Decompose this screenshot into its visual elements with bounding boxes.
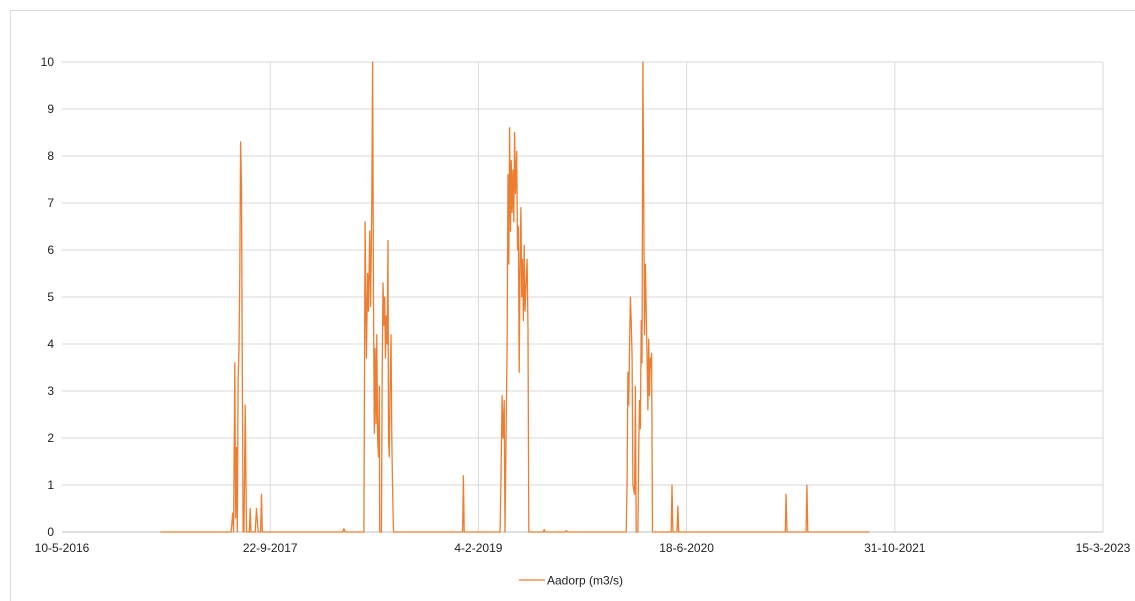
gridlines xyxy=(62,61,1104,532)
y-tick-label: 1 xyxy=(47,478,54,492)
x-tick-label: 18-6-2020 xyxy=(659,541,714,555)
y-tick-label: 6 xyxy=(47,243,54,257)
legend: Aadorp (m3/s) xyxy=(519,574,623,588)
y-tick-label: 8 xyxy=(47,149,54,163)
y-tick-label: 4 xyxy=(47,337,54,351)
y-tick-label: 7 xyxy=(47,196,54,210)
y-tick-label: 0 xyxy=(47,525,54,539)
x-tick-label: 15-3-2023 xyxy=(1076,541,1131,555)
series-layer xyxy=(160,61,870,533)
y-tick-label: 3 xyxy=(47,384,54,398)
x-tick-label: 31-10-2021 xyxy=(864,541,926,555)
legend-label: Aadorp (m3/s) xyxy=(547,574,623,588)
y-tick-label: 5 xyxy=(47,290,54,304)
x-tick-label: 10-5-2016 xyxy=(35,541,90,555)
y-tick-label: 9 xyxy=(47,102,54,116)
tick-labels: 0 1 2 3 4 5 6 7 8 9 10 10-5-2016 22-9-2017 4-2-2019 18… xyxy=(35,55,1131,555)
y-tick-label: 10 xyxy=(41,55,55,69)
x-tick-label: 22-9-2017 xyxy=(243,541,298,555)
series-line xyxy=(160,61,870,533)
x-tick-label: 4-2-2019 xyxy=(454,541,502,555)
y-tick-label: 2 xyxy=(47,431,54,445)
